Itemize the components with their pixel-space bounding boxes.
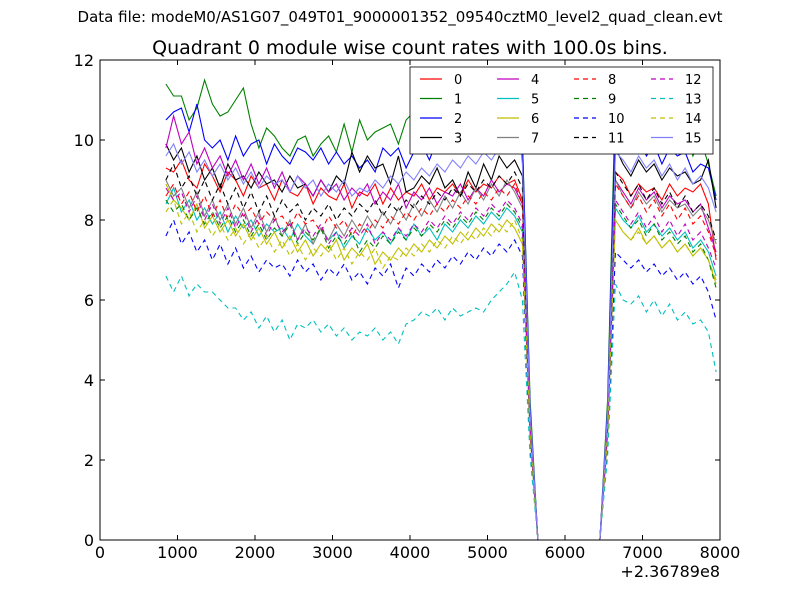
series-line-15 xyxy=(165,91,717,541)
chart-title: Quadrant 0 module wise count rates with … xyxy=(152,37,668,59)
y-tick-label: 6 xyxy=(84,291,94,310)
x-tick-label: 0 xyxy=(95,543,105,562)
x-tick-label: 4000 xyxy=(390,543,431,562)
legend-label-10: 10 xyxy=(608,112,625,127)
x-offset-label: +2.36789e8 xyxy=(620,562,720,581)
legend-box xyxy=(409,66,714,155)
figure-suptitle: Data file: modeM0/AS1G07_049T01_90000013… xyxy=(77,8,723,26)
series-layer xyxy=(165,78,717,541)
legend-label-6: 6 xyxy=(531,112,539,127)
x-tick-label: 3000 xyxy=(312,543,353,562)
y-tick-label: 0 xyxy=(84,531,94,550)
legend-label-1: 1 xyxy=(454,93,462,108)
x-tick-label: 5000 xyxy=(467,543,508,562)
x-tick-label: 1000 xyxy=(157,543,198,562)
x-tick-label: 8000 xyxy=(700,543,741,562)
x-tick-label: 7000 xyxy=(622,543,663,562)
series-line-3 xyxy=(165,143,717,541)
legend-label-2: 2 xyxy=(454,112,462,127)
series-line-10 xyxy=(165,218,717,541)
legend-label-4: 4 xyxy=(531,73,539,88)
y-tick-label: 10 xyxy=(74,131,94,150)
series-line-7 xyxy=(165,178,717,541)
axis-ticks: 0 1000 2000 3000 4000 5000 6000 7000 80000246810… xyxy=(74,51,741,562)
x-tick-label: 6000 xyxy=(545,543,586,562)
y-tick-label: 2 xyxy=(84,451,94,470)
legend-label-5: 5 xyxy=(531,93,539,108)
x-tick-label: 2000 xyxy=(235,543,276,562)
series-line-13 xyxy=(165,270,717,541)
legend-label-13: 13 xyxy=(685,93,702,108)
legend-label-9: 9 xyxy=(608,93,616,108)
legend-label-0: 0 xyxy=(454,73,462,88)
legend-label-8: 8 xyxy=(608,73,616,88)
legend-label-7: 7 xyxy=(531,132,539,147)
legend-label-14: 14 xyxy=(685,112,702,127)
legend-label-15: 15 xyxy=(685,132,702,147)
axes-frame xyxy=(99,59,721,541)
legend-label-3: 3 xyxy=(454,132,462,147)
series-line-9 xyxy=(165,199,717,541)
series-line-8 xyxy=(165,182,717,541)
y-tick-label: 4 xyxy=(84,371,94,390)
series-line-14 xyxy=(165,198,717,541)
legend-label-12: 12 xyxy=(685,73,702,88)
y-tick-label: 12 xyxy=(74,51,94,70)
series-line-5 xyxy=(165,186,717,541)
series-line-4 xyxy=(165,113,717,541)
legend-label-11: 11 xyxy=(608,132,625,147)
y-tick-label: 8 xyxy=(84,211,94,230)
